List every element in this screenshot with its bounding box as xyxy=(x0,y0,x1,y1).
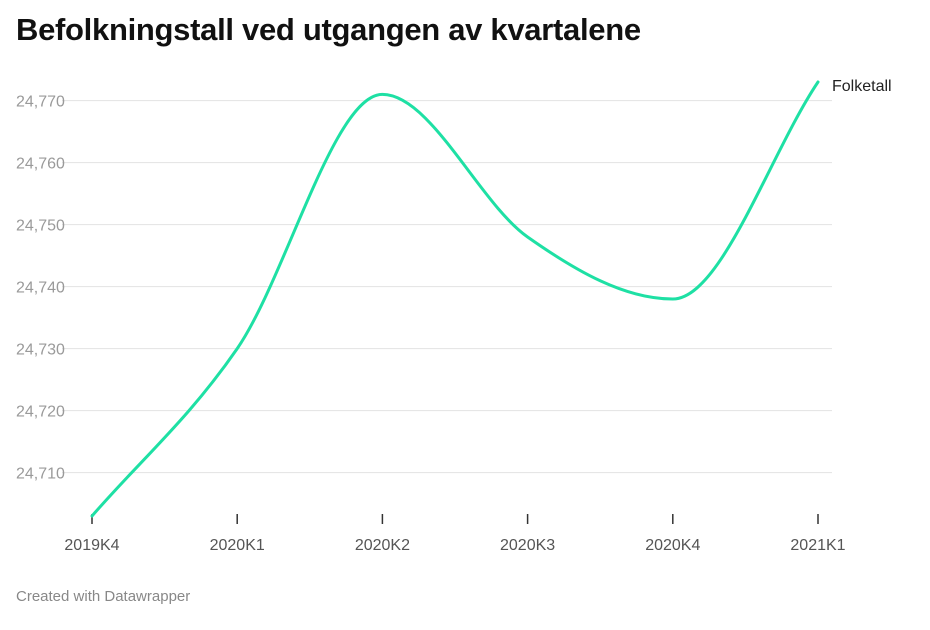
series-line xyxy=(90,80,820,518)
y-tick-label: 24,740 xyxy=(16,280,65,297)
y-tick-label: 24,750 xyxy=(16,218,65,235)
x-tick: 2021K1 xyxy=(790,514,846,554)
chart-title: Befolkningstall ved utgangen av kvartale… xyxy=(16,12,641,47)
y-tick-label: 24,710 xyxy=(16,466,65,483)
y-tick: 24,740 xyxy=(16,280,65,297)
series-group: Folketall xyxy=(90,78,892,518)
x-tick-label: 2020K3 xyxy=(500,537,555,554)
x-tick: 2020K4 xyxy=(645,514,700,554)
x-tick: 2020K3 xyxy=(500,514,555,554)
y-tick: 24,730 xyxy=(16,342,65,359)
x-tick: 2020K1 xyxy=(210,514,265,554)
x-tick: 2019K4 xyxy=(64,514,120,554)
x-tick: 2020K2 xyxy=(355,514,410,554)
y-tick-label: 24,730 xyxy=(16,342,65,359)
y-tick-label: 24,720 xyxy=(16,404,65,421)
y-tick: 24,710 xyxy=(16,466,65,483)
y-tick-label: 24,770 xyxy=(16,94,65,111)
y-tick: 24,750 xyxy=(16,218,65,235)
x-axis: 2019K4 2020K1 2020K2 2020K3 2020K4 2021K1 xyxy=(64,514,846,554)
x-tick-label: 2020K4 xyxy=(645,537,700,554)
y-tick: 24,770 xyxy=(16,94,65,111)
x-tick-label: 2019K4 xyxy=(64,537,119,554)
y-axis: 24,710 24,720 24,730 24,740 24,750 24,760 24,7… xyxy=(16,94,65,483)
x-tick-label: 2020K1 xyxy=(210,537,265,554)
y-tick: 24,760 xyxy=(16,156,65,173)
gridlines xyxy=(62,100,832,474)
series-label: Folketall xyxy=(832,78,892,95)
footer-credit: Created with Datawrapper xyxy=(16,588,191,605)
x-tick-label: 2020K2 xyxy=(355,537,410,554)
y-tick: 24,720 xyxy=(16,404,65,421)
y-tick-label: 24,760 xyxy=(16,156,65,173)
x-tick-label: 2021K1 xyxy=(790,537,845,554)
